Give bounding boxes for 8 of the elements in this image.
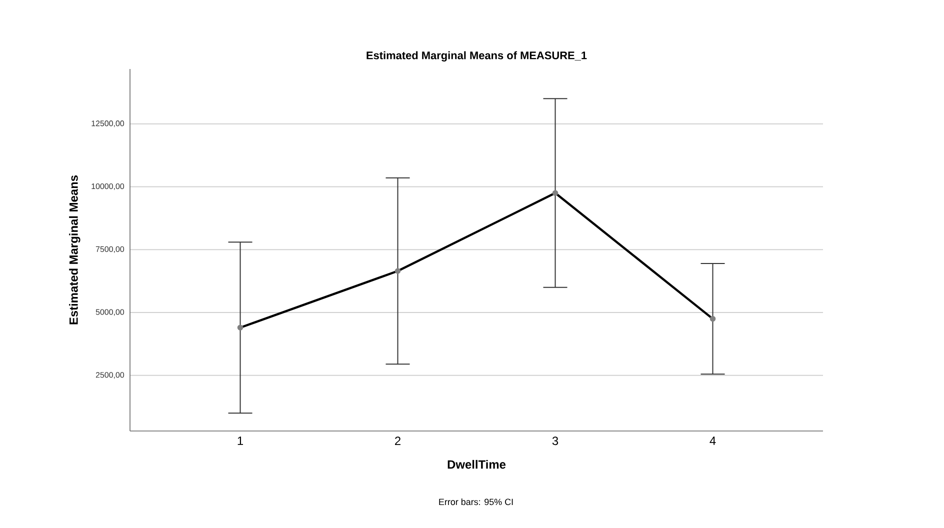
y-axis-title: Estimated Marginal Means — [69, 175, 80, 324]
x-tick-label: 3 — [552, 436, 558, 446]
x-tick-label: 2 — [395, 436, 400, 445]
chart-title: Estimated Marginal Means of MEASURE_1 — [366, 51, 587, 62]
x-tick-label: 1 — [238, 436, 243, 445]
x-tick-label: 4 — [710, 436, 716, 445]
text: Error bars: 95% CI — [439, 498, 513, 506]
x-axis-title: DwellTime — [448, 460, 506, 469]
